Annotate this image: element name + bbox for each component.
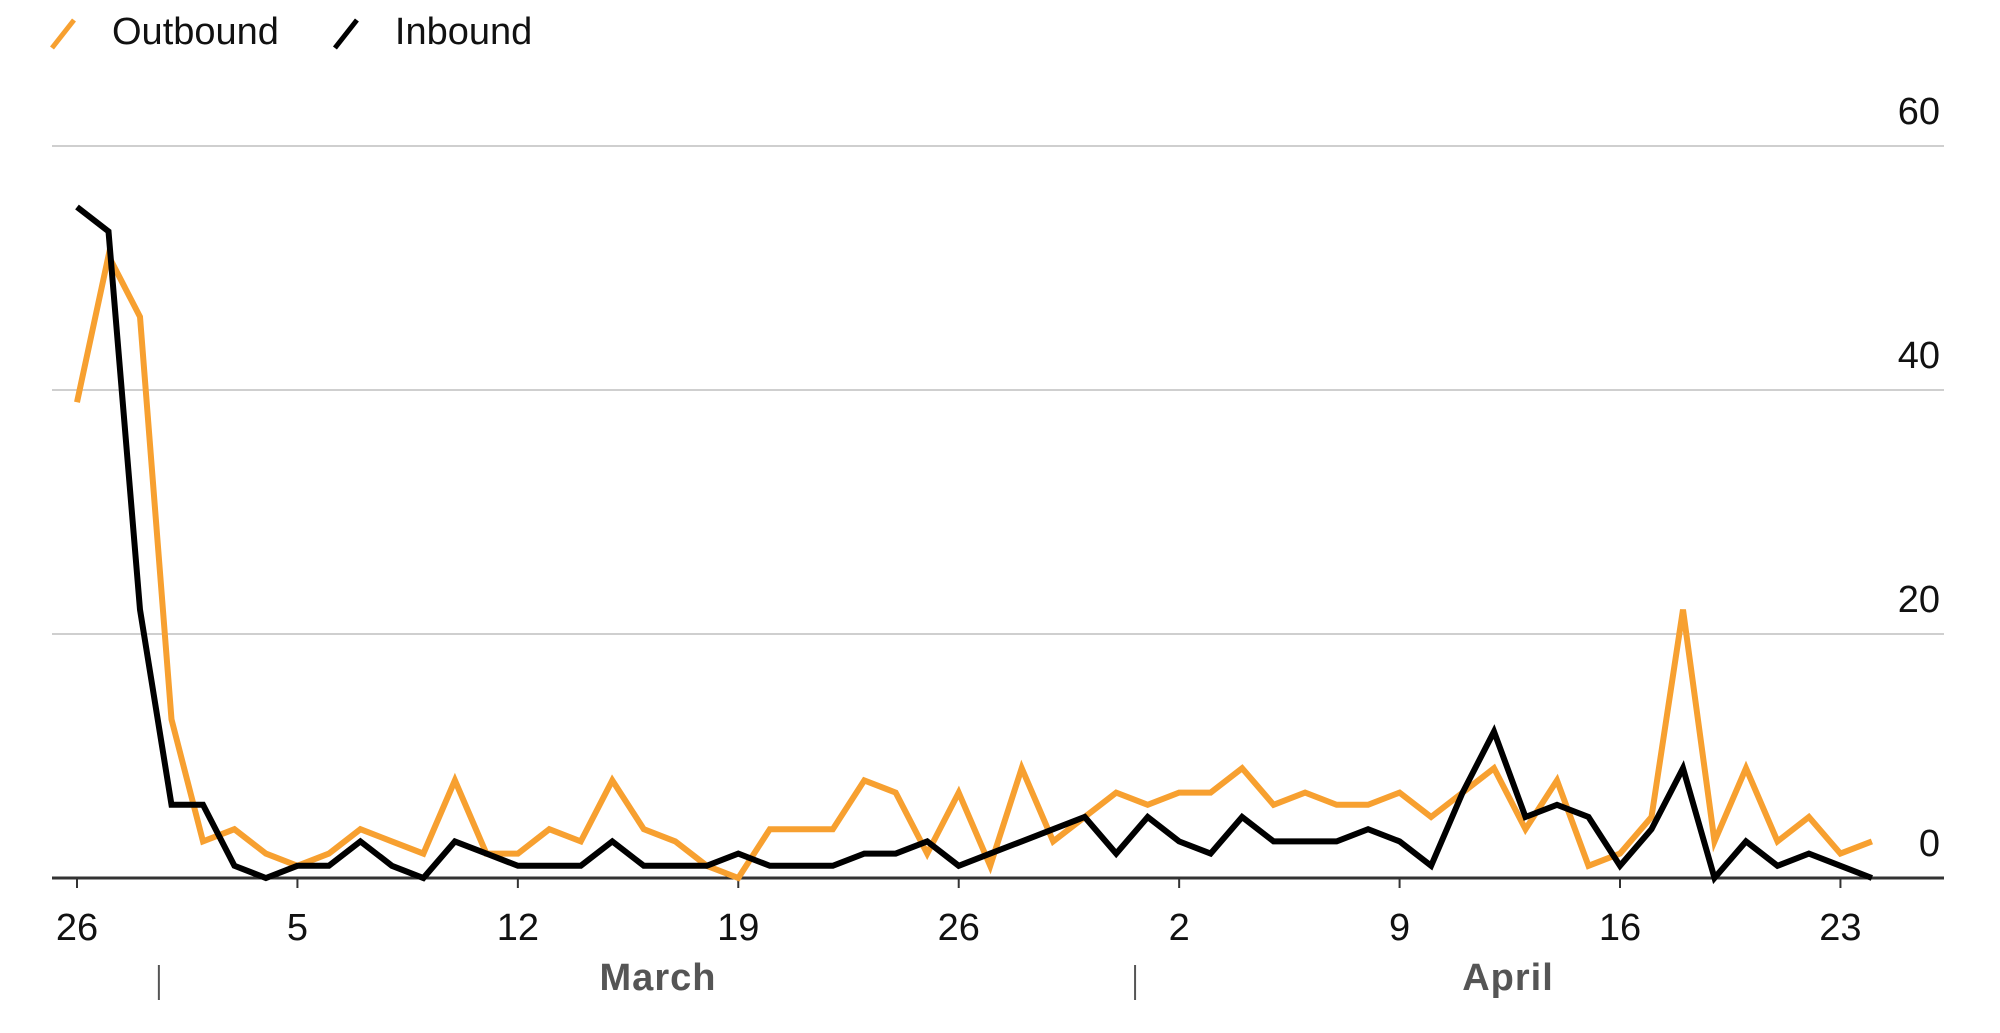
x-tick-label: 16 [1599,907,1641,949]
x-tick-label: 26 [938,907,980,949]
x-tick-label: 2 [1169,907,1190,949]
y-tick-label: 40 [1898,335,1940,377]
x-tick-label: 23 [1819,907,1861,949]
legend-swatch [50,18,76,50]
series-line [74,246,1873,882]
x-tick-label: 5 [287,907,308,949]
x-tick-label: 26 [56,907,98,949]
x-tick-label: 19 [717,907,759,949]
legend-label: Inbound [395,11,532,53]
legend-label: Outbound [112,11,279,53]
x-tick-label: 9 [1389,907,1410,949]
y-tick-label: 0 [1919,823,1940,865]
legend-swatch [332,18,359,50]
month-label: April [1462,957,1554,999]
series-line [75,204,1873,885]
month-label: March [600,957,717,999]
x-tick-label: 12 [497,907,539,949]
y-tick-label: 60 [1898,91,1940,133]
y-tick-label: 20 [1898,579,1940,621]
